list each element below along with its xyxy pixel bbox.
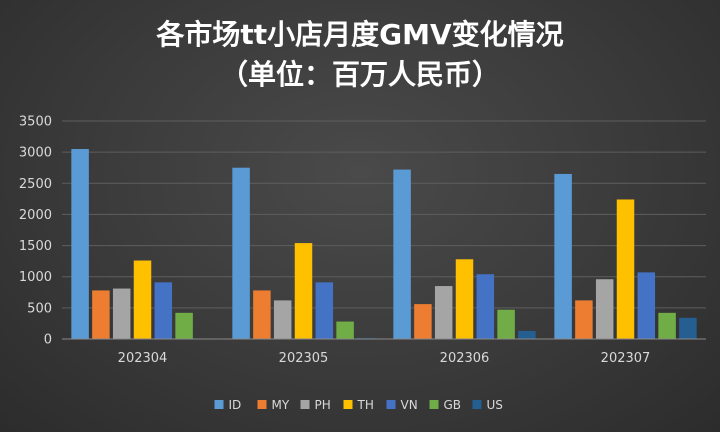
legend-label-id: ID	[229, 398, 242, 412]
bar-ph-202305	[273, 300, 292, 339]
bar-id-202307	[554, 173, 572, 339]
legend-label-vn: VN	[401, 398, 418, 412]
x-axis-ticks: 202304 202305 202306 202307	[118, 351, 651, 366]
chart-title: 各市场tt小店月度GMV变化情况	[155, 18, 563, 51]
bar-vn-202305	[315, 282, 334, 339]
legend-swatch-my	[257, 400, 267, 409]
x-tick-label: 202305	[279, 351, 329, 366]
y-tick-label: 3500	[19, 115, 52, 130]
bars	[71, 149, 697, 340]
bar-ph-202304	[112, 288, 131, 339]
bar-ph-202307	[595, 279, 614, 339]
y-tick-label: 2500	[19, 177, 52, 192]
y-tick-label: 1000	[19, 270, 52, 285]
bar-id-202305	[232, 167, 250, 339]
y-tick-label: 500	[27, 301, 52, 316]
bar-id-202304	[71, 149, 89, 339]
bar-gb-202304	[175, 312, 193, 339]
legend-swatch-gb	[429, 400, 439, 409]
bar-ph-202306	[434, 286, 453, 339]
legend-label-th: TH	[357, 398, 374, 412]
y-tick-label: 0	[44, 333, 52, 348]
y-axis-ticks: 0 500 1000 1500 2000 2500 3000 3500	[19, 115, 52, 348]
y-tick-label: 2000	[19, 208, 52, 223]
bar-th-202305	[294, 243, 313, 339]
x-tick-label: 202306	[440, 351, 490, 366]
y-tick-label: 3000	[19, 146, 52, 161]
legend-swatch-us	[472, 400, 482, 409]
bar-id-202306	[393, 169, 411, 339]
gridlines	[62, 120, 706, 309]
bar-gb-202306	[497, 309, 515, 339]
legend-label-us: US	[487, 398, 503, 412]
chart-subtitle: （单位：百万人民币）	[220, 58, 500, 91]
bar-my-202306	[414, 304, 432, 339]
bar-gb-202305	[336, 321, 354, 339]
bar-vn-202306	[476, 274, 495, 339]
bar-my-202307	[575, 300, 593, 339]
bar-gb-202307	[658, 312, 676, 339]
legend-label-gb: GB	[444, 398, 462, 412]
legend-swatch-vn	[386, 400, 396, 409]
legend-swatch-id	[214, 400, 224, 409]
legend-label-my: MY	[272, 398, 290, 412]
bar-th-202307	[616, 199, 635, 339]
legend-swatch-th	[343, 400, 353, 409]
bar-vn-202304	[154, 282, 173, 339]
legend-label-ph: PH	[315, 398, 331, 412]
legend: ID MY PH TH VN GB US	[214, 398, 503, 412]
y-tick-label: 1500	[19, 239, 52, 254]
bar-my-202305	[253, 290, 271, 339]
bar-vn-202307	[637, 272, 656, 339]
bar-th-202306	[455, 259, 474, 339]
bar-my-202304	[92, 290, 110, 339]
x-tick-label: 202304	[118, 351, 168, 366]
bar-th-202304	[133, 260, 152, 339]
legend-swatch-ph	[300, 400, 310, 409]
bar-us-202306	[518, 330, 536, 339]
x-tick-label: 202307	[601, 351, 651, 366]
bar-us-202307	[679, 317, 697, 339]
